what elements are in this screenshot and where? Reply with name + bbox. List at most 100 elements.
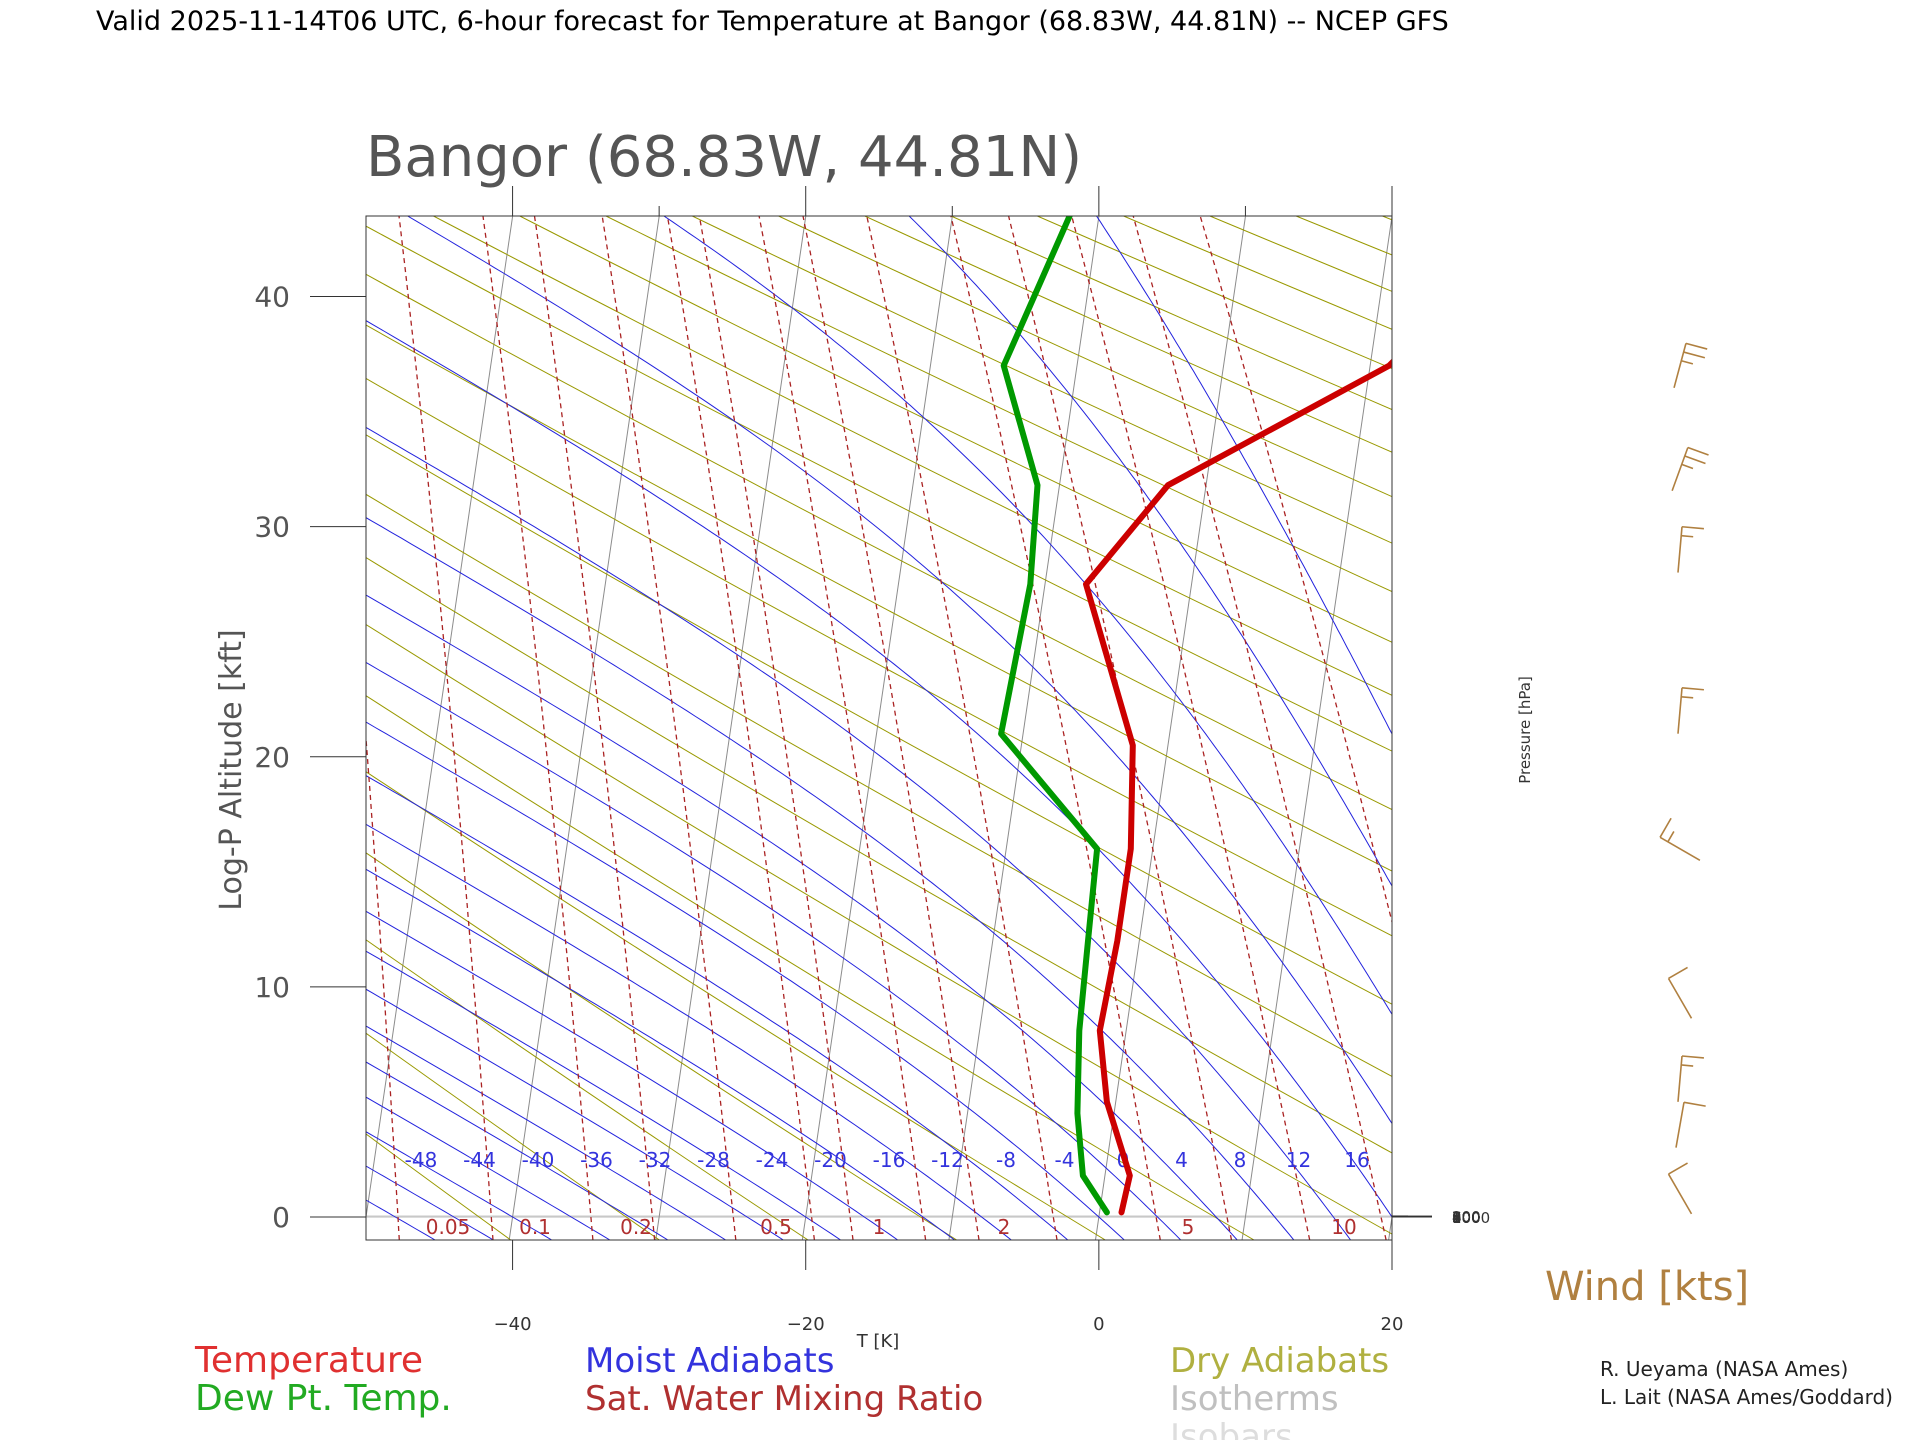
moist-adiabat-line — [366, 775, 1069, 1240]
y-tick-label: 40 — [254, 281, 290, 314]
isotherm-line — [0, 216, 73, 1240]
mixing-ratio-line — [366, 730, 400, 1240]
mixing-ratio-group — [366, 216, 1392, 1240]
wind-barb-flag — [1668, 1162, 1688, 1175]
moist-adiabat-label: -4 — [1055, 1148, 1075, 1172]
station-title: Bangor (68.83W, 44.81N) — [366, 125, 1082, 190]
profiles-group — [998, 216, 1392, 1216]
wind-barb-staff — [1677, 687, 1683, 734]
wind-barb-flag — [1681, 1064, 1694, 1067]
dry-adiabat-line — [366, 939, 809, 1240]
valid-line: Valid 2025-11-14T06 UTC, 6-hour forecast… — [96, 6, 1449, 37]
mixing-ratio-label: 0.1 — [519, 1215, 551, 1239]
y-tick-label: 20 — [254, 741, 290, 774]
wind-barb — [1677, 1055, 1704, 1102]
moist-adiabat-line — [366, 950, 842, 1240]
moist-adiabat-label: 12 — [1286, 1148, 1311, 1172]
isotherm-line — [1682, 216, 1832, 1240]
pressure-axis-label: Pressure [hPa] — [1516, 676, 1534, 784]
wind-barb-staff — [1675, 1102, 1685, 1148]
moist-adiabat-label: 4 — [1175, 1148, 1188, 1172]
dry-adiabat-line — [0, 216, 214, 1240]
wind-barb — [1671, 446, 1709, 492]
mixing-ratio-line — [698, 216, 854, 1240]
dry-adiabat-line — [778, 216, 1392, 498]
credit-line-1: R. Ueyama (NASA Ames) — [1600, 1357, 1848, 1381]
mixing-ratio-label: 0.5 — [760, 1215, 792, 1239]
wind-barb-flag — [1681, 695, 1694, 699]
moist-adiabat-line — [366, 1025, 727, 1240]
mixing-ratio-line — [666, 216, 816, 1240]
dry-adiabat-line — [519, 216, 1392, 643]
dry-adiabat-line — [366, 377, 1392, 937]
pressure-tick-label: 400 — [1452, 1208, 1481, 1226]
moist-adiabat-line — [366, 988, 785, 1240]
isobars-group — [366, 1215, 1392, 1218]
wind-barb-flag — [1685, 342, 1708, 350]
moist-adiabat-label: -36 — [580, 1148, 613, 1172]
dry-adiabat-line — [1295, 216, 1392, 256]
moist-adiabat-label: -16 — [873, 1148, 906, 1172]
pressure-tick-label: 300 — [1452, 1208, 1481, 1226]
legend-isotherms: Isotherms — [1170, 1379, 1339, 1419]
dry-adiabat-line — [692, 216, 1392, 544]
x-tick-label: 20 — [1381, 1314, 1404, 1335]
mixing-ratio-label: 5 — [1182, 1215, 1195, 1239]
wind-barb-flag — [1684, 455, 1706, 465]
dry-adiabat-line — [1382, 216, 1392, 221]
x-tick-label: −20 — [787, 1314, 825, 1335]
wind-barb-staff — [1667, 978, 1693, 1019]
y-tick-label: 0 — [272, 1201, 290, 1234]
moist-adiabat-label: -48 — [405, 1148, 438, 1172]
isotherm-line — [1535, 216, 1685, 1240]
wind-barb — [1659, 817, 1701, 862]
dry-adiabat-line — [366, 695, 1255, 1240]
moist-adiabat-line — [366, 320, 1392, 1218]
dry-adiabat-line — [366, 852, 957, 1240]
mixing-ratio-label: 2 — [998, 1215, 1011, 1239]
dry-adiabat-line — [366, 493, 1392, 1077]
dry-adiabat-line — [366, 273, 1392, 811]
wind-barb-flag — [1681, 463, 1694, 470]
legend-moist: Moist Adiabats — [585, 1341, 834, 1381]
legend-isobars: Isobars — [1170, 1417, 1293, 1440]
mixing-ratio-line — [950, 216, 1161, 1240]
moist-adiabat-line — [366, 868, 956, 1240]
dry-adiabat-line — [366, 556, 1392, 1154]
moist-adiabat-line — [366, 910, 899, 1240]
moist-adiabat-line — [366, 721, 1126, 1240]
moist-adiabat-line — [908, 216, 1392, 888]
isotherm-line — [948, 216, 1100, 1240]
mixing-ratio-line — [398, 216, 494, 1240]
wind-barb-staff — [1667, 1173, 1693, 1215]
dry-adiabat-line — [366, 1133, 511, 1240]
moist-adiabat-label: -28 — [697, 1148, 730, 1172]
mixing-ratio-label: 0.2 — [620, 1215, 652, 1239]
pressure-tick-label: 900 — [1452, 1209, 1481, 1227]
moist-adiabat-label: -24 — [756, 1148, 789, 1172]
wind-barb-flag — [1667, 831, 1675, 843]
moist-adiabat-line — [406, 216, 1392, 1125]
moist-adiabat-line — [366, 426, 1352, 1240]
mixing-ratio-line — [601, 216, 737, 1240]
dry-adiabat-line — [366, 434, 1392, 1005]
mixing-ratio-label: 0.05 — [426, 1215, 471, 1239]
mixing-ratio-line — [866, 216, 1058, 1240]
dry-adiabat-line — [0, 216, 65, 1240]
x-tick-label: −40 — [494, 1314, 532, 1335]
moist-adiabat-label: -32 — [639, 1148, 672, 1172]
wind-barbs-group — [1659, 342, 1709, 1215]
y-axis-label: Log-P Altitude [kft] — [214, 629, 249, 910]
moist-adiabat-line — [366, 823, 1013, 1240]
mixing-ratio-line — [802, 216, 980, 1240]
pressure-tick-label: 700 — [1452, 1209, 1481, 1227]
moist-adiabat-line — [366, 594, 1238, 1240]
dewpoint-profile-line — [998, 216, 1110, 1216]
isotherm-line — [1241, 216, 1392, 1240]
mixing-ratio-line — [758, 216, 927, 1240]
pressure-tick-label: 1000 — [1452, 1209, 1490, 1227]
wind-barb — [1673, 342, 1708, 388]
wind-barb — [1675, 1101, 1706, 1148]
moist-adiabat-line — [366, 1061, 669, 1240]
inplot-labels: -48 -44 -40 -36 -32 -28 -24 -20 -16 -12 -8 -4 0 4 8 12 1… — [405, 1148, 1370, 1239]
